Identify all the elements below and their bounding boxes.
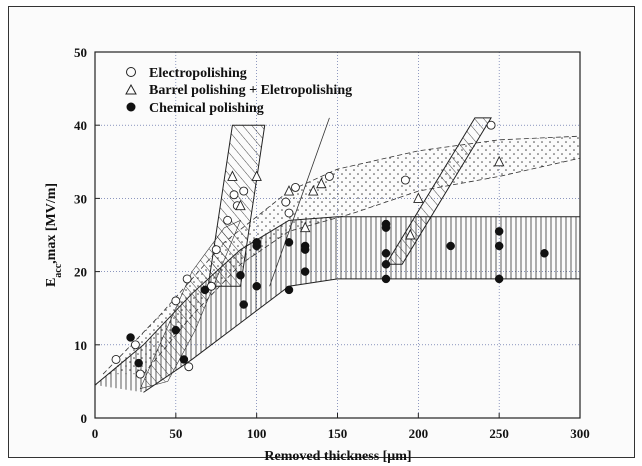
x-tick-label: 0 bbox=[92, 426, 99, 441]
point-electropolishing bbox=[211, 245, 221, 255]
point-chemical-polishing bbox=[171, 325, 181, 335]
point-barrel-polishing bbox=[251, 170, 262, 181]
point-electropolishing bbox=[182, 274, 192, 284]
ep-band-lower bbox=[143, 157, 580, 375]
point-barrel-polishing bbox=[413, 192, 424, 203]
bp-band-2 bbox=[385, 117, 492, 265]
y-axis-title-sub: acc bbox=[53, 263, 64, 277]
point-chemical-polishing bbox=[252, 238, 261, 247]
point-electropolishing bbox=[239, 186, 249, 196]
point-chemical-polishing bbox=[446, 241, 455, 251]
point-chemical-polishing bbox=[239, 300, 248, 309]
point-chemical-polishing bbox=[381, 260, 391, 269]
y-tick-label: 50 bbox=[74, 45, 87, 60]
point-electropolishing bbox=[130, 340, 140, 350]
point-electropolishing bbox=[291, 182, 300, 192]
point-electropolishing bbox=[284, 208, 294, 218]
x-tick-label: 300 bbox=[570, 426, 590, 441]
point-electropolishing bbox=[171, 296, 181, 306]
point-chemical-polishing bbox=[179, 355, 189, 364]
point-electropolishing bbox=[184, 362, 194, 372]
y-tick-label: 20 bbox=[74, 265, 87, 280]
point-chemical-polishing bbox=[200, 285, 210, 295]
legend-marker-electropolishing bbox=[126, 67, 136, 77]
point-chemical-polishing bbox=[494, 241, 504, 251]
point-electropolishing bbox=[223, 215, 233, 225]
trend-line bbox=[269, 117, 330, 287]
point-barrel-polishing bbox=[405, 228, 416, 240]
point-chemical-polishing bbox=[284, 238, 294, 247]
x-tick-label: 100 bbox=[247, 426, 267, 441]
point-barrel-polishing bbox=[316, 177, 327, 189]
y-tick-label: 10 bbox=[74, 338, 87, 353]
y-axis-title: Eacc,max [MV/m] bbox=[44, 183, 64, 287]
svg-text:Eacc,max [MV/m]: Eacc,max [MV/m] bbox=[44, 183, 64, 287]
x-tick-label: 200 bbox=[409, 426, 429, 441]
bands bbox=[95, 117, 580, 393]
y-axis-title-main: E bbox=[44, 278, 59, 287]
point-chemical-polishing bbox=[252, 281, 261, 291]
legend-label-chemical: Chemical polishing bbox=[149, 101, 264, 116]
y-tick-label: 0 bbox=[81, 411, 88, 426]
y-axis-title-rest: ,max [MV/m] bbox=[44, 183, 59, 264]
point-electropolishing bbox=[111, 354, 121, 364]
point-chemical-polishing bbox=[284, 285, 294, 295]
point-chemical-polishing bbox=[134, 358, 143, 368]
point-chemical-polishing bbox=[381, 274, 391, 284]
y-tick-label: 40 bbox=[74, 118, 87, 133]
point-barrel-polishing bbox=[235, 199, 246, 211]
point-barrel-polishing bbox=[227, 170, 238, 181]
cp-band-lower bbox=[143, 278, 580, 393]
point-barrel-polishing bbox=[308, 185, 319, 196]
ticks: 0 50 100 150 200 250 300 0 10 20 30 40 50 bbox=[74, 45, 590, 441]
point-chemical-polishing bbox=[540, 249, 549, 258]
legend-marker-barrel bbox=[125, 83, 137, 95]
point-electropolishing bbox=[135, 369, 145, 379]
point-chemical-polishing bbox=[300, 267, 310, 276]
x-tick-label: 250 bbox=[489, 426, 509, 441]
x-tick-label: 50 bbox=[169, 426, 182, 441]
ep-band-upper bbox=[102, 135, 580, 375]
point-electropolishing bbox=[400, 175, 410, 185]
legend-marker-chemical bbox=[126, 102, 136, 112]
x-tick-label: 150 bbox=[328, 426, 348, 441]
x-axis-title: Removed thickness [μm] bbox=[264, 449, 411, 464]
point-electropolishing bbox=[206, 281, 216, 291]
legend: Electropolishing Barrel polishing + Elet… bbox=[125, 66, 352, 116]
cp-band bbox=[95, 216, 580, 393]
point-chemical-polishing bbox=[126, 333, 135, 342]
point-chemical-polishing bbox=[300, 245, 310, 254]
point-electropolishing bbox=[281, 197, 291, 207]
point-chemical-polishing bbox=[494, 227, 504, 236]
point-barrel-polishing bbox=[299, 221, 311, 233]
point-electropolishing bbox=[324, 171, 334, 181]
point-chemical-polishing bbox=[236, 271, 245, 280]
point-electropolishing bbox=[229, 190, 239, 200]
y-tick-label: 30 bbox=[74, 191, 87, 206]
point-chemical-polishing bbox=[494, 274, 504, 284]
point-electropolishing bbox=[486, 120, 496, 130]
point-barrel-polishing bbox=[493, 155, 505, 167]
legend-label-barrel: Barrel polishing + Eletropolishing bbox=[149, 83, 352, 98]
point-chemical-polishing bbox=[381, 223, 391, 232]
data-points bbox=[111, 120, 549, 379]
point-chemical-polishing bbox=[381, 249, 391, 258]
legend-label-electropolishing: Electropolishing bbox=[149, 66, 247, 81]
point-barrel-polishing bbox=[283, 185, 295, 196]
